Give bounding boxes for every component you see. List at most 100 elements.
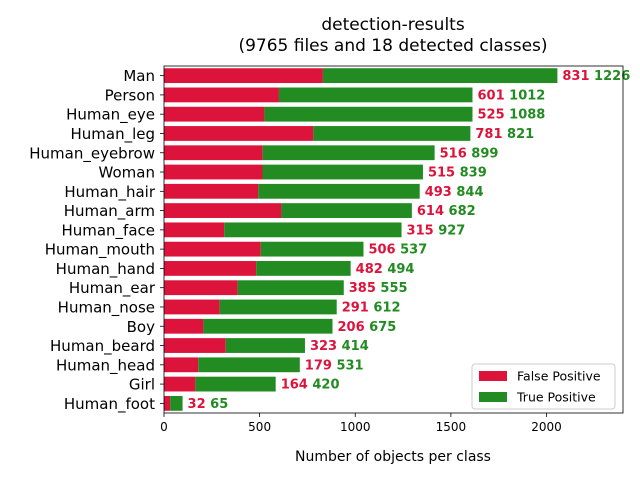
- category-label: Human_eye: [66, 106, 155, 125]
- true-positive-value: 612: [369, 300, 401, 315]
- value-label-Human_nose: 291 612: [342, 300, 401, 315]
- true-positive-value: 821: [503, 127, 535, 142]
- false-positive-value: 315: [407, 223, 434, 238]
- bar-false-positive-Boy: [164, 318, 204, 334]
- bar-true-positive-Boy: [203, 318, 333, 334]
- true-positive-value: 420: [308, 378, 340, 393]
- bar-false-positive-Human_mouth: [164, 241, 261, 257]
- bar-true-positive-Human_nose: [219, 299, 337, 315]
- bar-true-positive-Girl: [195, 376, 276, 392]
- value-label-Human_face: 315 927: [407, 223, 466, 238]
- true-positive-value: 899: [467, 146, 499, 161]
- true-positive-value: 1012: [505, 88, 546, 103]
- legend-label: False Positive: [517, 369, 601, 384]
- category-label: Human_head: [56, 356, 155, 375]
- x-tick-label: 1500: [436, 420, 467, 434]
- bar-false-positive-Human_beard: [164, 338, 226, 353]
- category-label: Woman: [99, 164, 155, 182]
- false-positive-value: 614: [417, 204, 444, 219]
- value-label-Human_mouth: 506 537: [368, 243, 427, 258]
- true-positive-value: 844: [452, 185, 484, 200]
- legend-box: [471, 363, 616, 410]
- category-label: Human_eyebrow: [29, 144, 155, 163]
- bar-true-positive-Person: [278, 87, 473, 103]
- bar-false-positive-Human_eye: [164, 106, 265, 122]
- false-positive-value: 323: [310, 339, 337, 354]
- value-label-Human_head: 179 531: [305, 358, 364, 373]
- false-positive-value: 506: [368, 243, 395, 258]
- bar-false-positive-Human_arm: [164, 203, 282, 218]
- true-positive-value: 927: [434, 223, 466, 238]
- true-positive-value: 531: [332, 358, 364, 373]
- bar-true-positive-Human_eye: [264, 106, 473, 122]
- legend-swatch: [479, 392, 507, 402]
- false-positive-value: 291: [342, 300, 369, 315]
- true-positive-value: 414: [337, 339, 369, 354]
- category-label: Human_arm: [64, 202, 155, 221]
- x-tick-label: 1000: [340, 420, 371, 434]
- category-label: Human_hair: [64, 183, 155, 202]
- bar-true-positive-Human_face: [224, 222, 402, 238]
- true-positive-value: 65: [206, 397, 229, 412]
- false-positive-value: 32: [188, 397, 206, 412]
- bar-false-positive-Human_leg: [164, 126, 314, 141]
- category-label: Human_leg: [70, 125, 155, 144]
- false-positive-value: 164: [281, 378, 308, 393]
- bar-true-positive-Human_head: [198, 357, 300, 373]
- false-positive-value: 482: [356, 262, 383, 277]
- true-positive-value: 494: [383, 262, 415, 277]
- category-label: Girl: [129, 376, 155, 394]
- x-axis-label: Number of objects per class: [295, 449, 491, 465]
- category-label: Human_beard: [50, 337, 155, 356]
- bar-false-positive-Human_head: [164, 357, 199, 373]
- false-positive-value: 493: [425, 185, 452, 200]
- bar-true-positive-Human_arm: [281, 203, 412, 218]
- bar-true-positive-Human_hair: [258, 183, 420, 199]
- legend-swatch: [479, 371, 507, 381]
- bar-false-positive-Human_nose: [164, 299, 220, 315]
- bar-false-positive-Woman: [164, 164, 263, 180]
- category-label: Human_face: [61, 221, 155, 240]
- bar-true-positive-Human_foot: [170, 395, 183, 411]
- true-positive-value: 839: [455, 166, 487, 181]
- bar-true-positive-Woman: [262, 164, 423, 180]
- value-label-Human_eyebrow: 516 899: [440, 146, 499, 161]
- true-positive-value: 1088: [505, 108, 546, 123]
- value-label-Human_hand: 482 494: [356, 262, 415, 277]
- legend: False Positive True Positive: [471, 363, 616, 410]
- true-positive-value: 675: [365, 320, 397, 335]
- bar-false-positive-Human_face: [164, 222, 225, 238]
- category-label: Human_ear: [69, 279, 156, 298]
- chart-subtitle: (9765 files and 18 detected classes): [238, 36, 547, 56]
- bar-true-positive-Human_eyebrow: [262, 145, 435, 161]
- category-label: Human_hand: [56, 260, 155, 279]
- value-label-Woman: 515 839: [428, 166, 487, 181]
- category-label: Human_foot: [64, 395, 155, 414]
- true-positive-value: 682: [444, 204, 476, 219]
- bar-false-positive-Human_eyebrow: [164, 145, 263, 161]
- value-label-Human_ear: 385 555: [349, 281, 408, 296]
- bar-false-positive-Girl: [164, 376, 196, 392]
- false-positive-value: 781: [475, 127, 502, 142]
- value-label-Girl: 164 420: [281, 378, 340, 393]
- bar-true-positive-Human_beard: [225, 338, 305, 353]
- bar-true-positive-Human_ear: [237, 280, 344, 296]
- value-label-Man: 831 1226: [562, 69, 630, 84]
- value-label-Human_foot: 32 65: [188, 397, 229, 412]
- false-positive-value: 385: [349, 281, 376, 296]
- value-label-Person: 601 1012: [477, 88, 545, 103]
- value-label-Human_leg: 781 821: [475, 127, 534, 142]
- value-label-Human_arm: 614 682: [417, 204, 476, 219]
- plot-frame: [163, 65, 624, 414]
- chart-title: detection-results: [321, 15, 465, 35]
- value-label-Human_hair: 493 844: [425, 185, 484, 200]
- category-label: Man: [123, 67, 155, 85]
- bar-false-positive-Person: [164, 87, 279, 103]
- bar-false-positive-Human_ear: [164, 280, 238, 296]
- false-positive-value: 206: [337, 320, 364, 335]
- x-tick-label: 2000: [531, 420, 562, 434]
